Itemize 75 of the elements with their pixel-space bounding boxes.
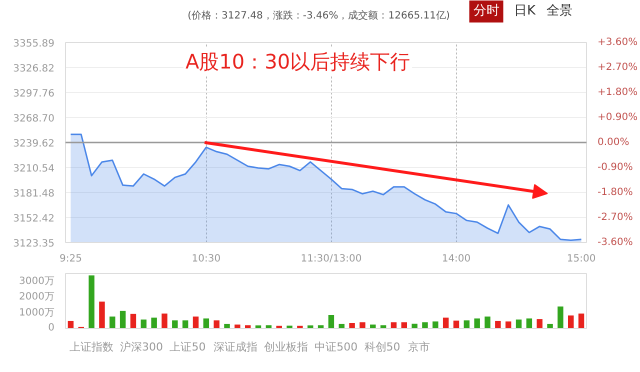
bar [453,320,460,328]
bar [214,320,220,328]
y-tick-label: 2000万 [19,292,55,303]
y2-tick-label: +2.70% [598,62,638,73]
text: 深证成指 [214,340,258,354]
y2-tick-label: -2.70% [598,212,633,223]
bar [328,314,334,328]
y-tick-label: 3000万 [19,276,55,287]
y2-tick-label: +0.90% [598,112,638,123]
text: 沪深300 [120,340,164,354]
bar [192,316,199,328]
text: 上证指数 [70,340,114,354]
bar [99,302,105,328]
y2-tick-label: -3.60% [598,237,633,248]
chart-subtitle: (价格：3127.48，涨跌：-3.46%，成交额：12665.11亿) [188,10,450,22]
bar [370,324,376,328]
text: 科创50 [364,340,400,354]
x-tick-label: 15:00 [566,254,596,264]
y2-tick-label: -0.90% [598,162,633,173]
bar [360,322,366,328]
y-tick-label: 3123.35 [13,238,55,250]
bar [484,316,490,328]
bar [568,315,574,328]
y-tick-label: 3355.89 [13,38,55,50]
text: 创业板指 [264,340,308,354]
bar [203,318,210,328]
bar [536,319,542,328]
y-tick-label: 3239.62 [13,138,55,150]
bar [516,320,522,328]
text: 京市 [408,340,430,354]
y2-tick-label: +1.80% [598,87,638,98]
x-tick-label: 11:30/13:00 [300,254,362,264]
text: 上证50 [170,340,206,354]
bar [234,324,240,328]
bar [422,322,428,328]
text: 分时 [473,4,500,18]
bar [140,320,147,328]
bar [120,310,126,328]
bar [558,306,564,328]
bar [547,324,553,328]
y-tick-label: 3326.82 [13,64,55,74]
chart-title: A股10：30以后持续下行 [186,50,410,74]
bar [162,314,168,328]
bar [390,322,397,328]
y2-tick-label: +3.60% [598,37,638,48]
bar [110,316,116,328]
y2-tick-label: 0.00% [598,137,630,148]
bar [88,275,94,328]
bar [442,318,449,328]
bar [474,318,480,328]
bar [432,321,438,328]
bar [130,314,136,328]
y-tick-label: 1000万 [19,307,55,318]
y-tick-label: 3268.70 [13,113,55,124]
text: 中证500 [314,340,358,354]
bar [495,320,501,328]
bar [151,318,157,328]
bar [349,323,355,328]
y-tick-label: 3181.48 [13,188,55,200]
bar [172,320,178,328]
y-tick-label: 3210.54 [13,164,55,175]
bar [224,324,230,328]
bar [286,326,292,328]
y-tick-label: 3152.42 [13,214,55,224]
bar [401,322,408,328]
y-tick-label: 0 [48,322,55,334]
bar [578,314,584,328]
y2-tick-label: -1.80% [598,187,633,198]
text: 日K [514,4,536,18]
y-tick-label: 3297.76 [13,88,55,100]
x-tick-label: 10:30 [192,254,221,264]
bar [526,318,532,328]
text: 全景 [546,4,573,18]
x-tick-label: 9:25 [59,254,82,264]
x-tick-label: 14:00 [442,254,471,264]
